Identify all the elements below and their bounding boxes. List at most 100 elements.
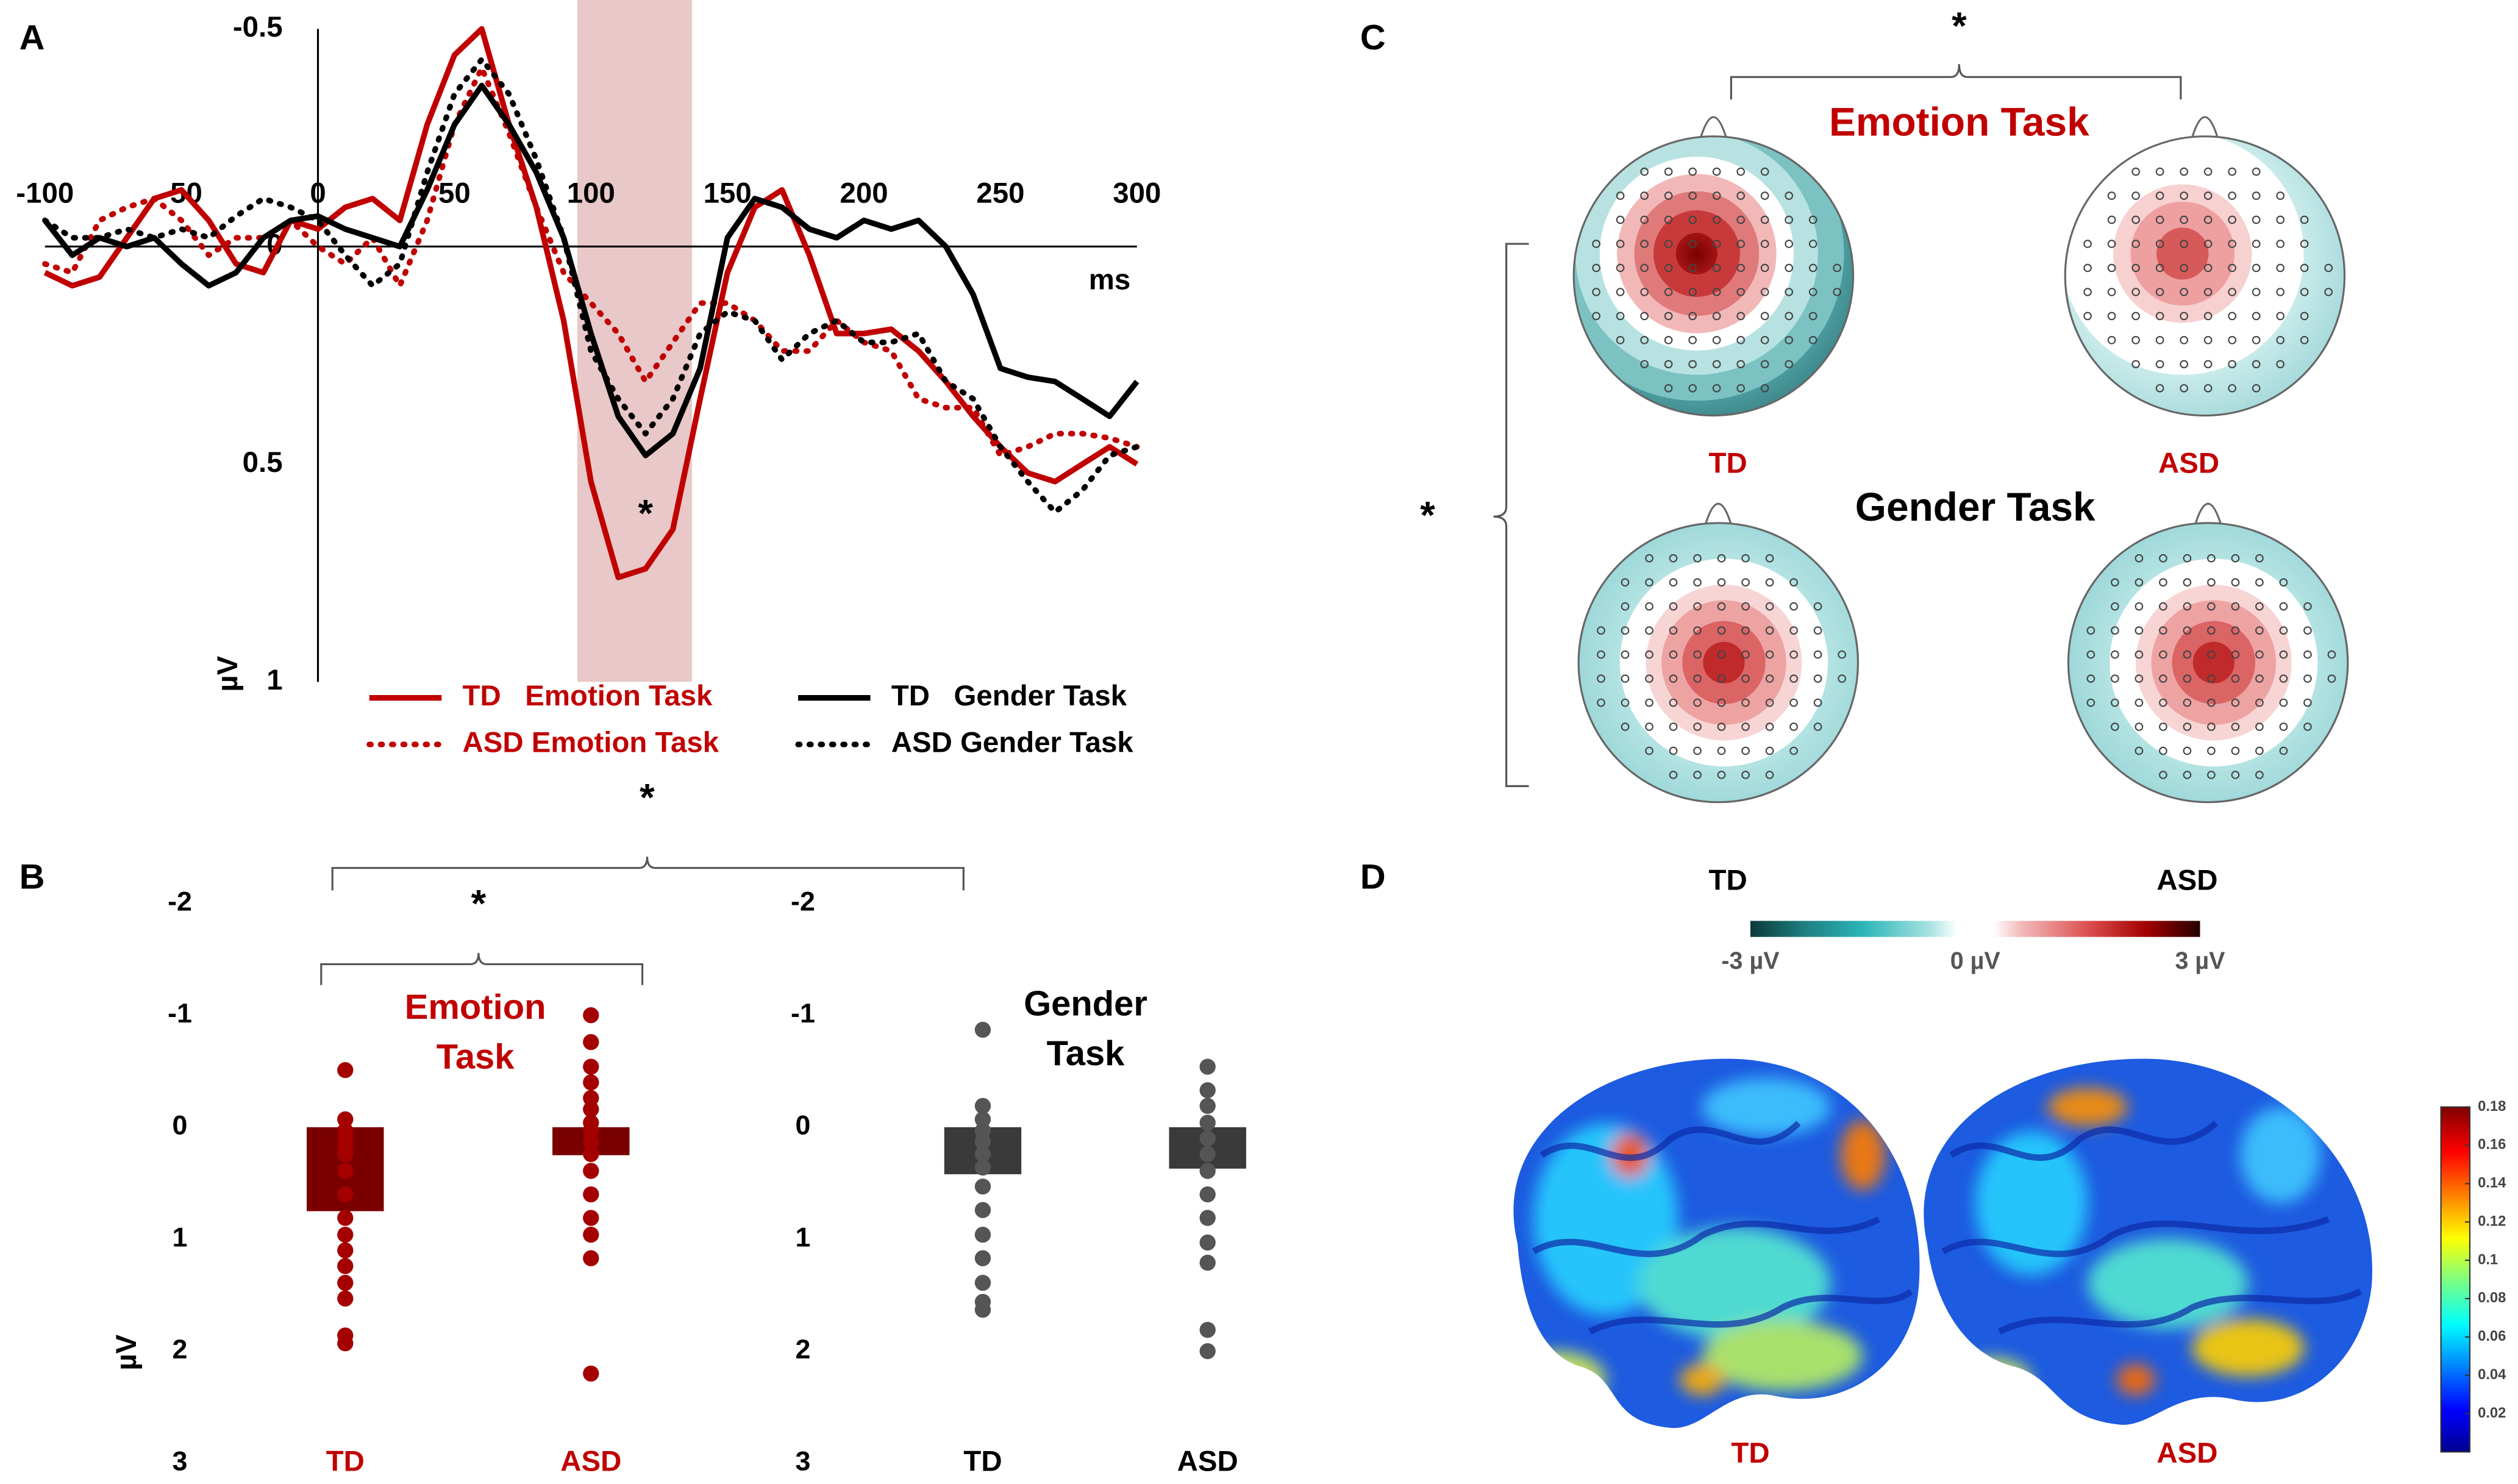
- data-point: [974, 1178, 991, 1195]
- electrode: [2279, 698, 2288, 707]
- electrode: [2279, 578, 2288, 587]
- electrode: [2303, 650, 2312, 659]
- electrode: [1741, 722, 1750, 731]
- data-point: [1199, 1186, 1216, 1203]
- electrode: [2203, 167, 2213, 176]
- panel-label: C: [1360, 18, 1386, 57]
- data-point: [974, 1250, 991, 1266]
- electrode: [1669, 722, 1678, 731]
- electrode: [1645, 674, 1653, 683]
- electrode: [2180, 336, 2188, 344]
- data-point: [1199, 1210, 1216, 1226]
- electrode: [1669, 602, 1678, 611]
- colorbar: [1750, 921, 2200, 937]
- electrode: [2231, 698, 2240, 707]
- electrode: [2135, 722, 2144, 731]
- electrode: [2159, 698, 2167, 707]
- colorbar-tick-label: 0.18: [2478, 1099, 2506, 1115]
- electrode: [1789, 626, 1798, 635]
- data-point: [1199, 1082, 1216, 1099]
- data-point: [974, 1111, 991, 1128]
- electrode: [1616, 336, 1625, 344]
- electrode: [1741, 602, 1750, 611]
- electrode: [2255, 698, 2264, 707]
- electrode: [1736, 383, 1746, 393]
- electrode: [2180, 240, 2188, 248]
- electrode: [1621, 578, 1630, 587]
- electrode: [2107, 240, 2116, 248]
- electrode: [1645, 554, 1653, 563]
- electrode: [1688, 312, 1697, 321]
- electrode: [2231, 746, 2240, 755]
- electrode: [2159, 674, 2167, 683]
- electrode: [1736, 312, 1746, 321]
- electrode: [1741, 578, 1750, 587]
- electrode: [1736, 240, 1746, 248]
- electrode: [1741, 771, 1750, 779]
- electrode: [1693, 674, 1702, 683]
- electrode: [1645, 602, 1653, 611]
- electrode: [1808, 288, 1817, 296]
- electrode: [1760, 383, 1769, 393]
- colorbar-label: -3 µV: [1721, 947, 1780, 974]
- electrode: [1760, 167, 1769, 176]
- electrode: [2255, 674, 2264, 683]
- x-tick-label: ASD: [560, 1445, 621, 1477]
- electrode: [1664, 383, 1673, 393]
- electrode: [2276, 288, 2285, 296]
- electrode: [1640, 336, 1649, 344]
- electrode: [2203, 240, 2213, 248]
- electrode: [1765, 554, 1774, 563]
- electrode: [1785, 215, 1794, 224]
- y-tick-label: -0.5: [233, 11, 283, 43]
- data-point: [1199, 1115, 1216, 1131]
- electrode: [2135, 650, 2144, 659]
- data-point: [974, 1274, 991, 1291]
- electrode: [2180, 383, 2188, 393]
- electrode: [1664, 288, 1673, 296]
- electrode: [1736, 191, 1746, 200]
- electrode: [2155, 360, 2164, 369]
- electrode: [2155, 215, 2164, 224]
- electrode: [2255, 602, 2264, 611]
- data-point: [583, 1365, 599, 1382]
- electrode: [1736, 336, 1746, 344]
- electrode: [1785, 263, 1794, 273]
- electrode: [1712, 383, 1721, 393]
- y-tick-label: -2: [791, 886, 815, 916]
- electrode: [1688, 360, 1697, 369]
- electrode: [2207, 650, 2216, 659]
- electrode: [2279, 746, 2288, 755]
- colorbar-tick-label: 0.02: [2478, 1405, 2506, 1421]
- task-title: Emotion Task: [1829, 99, 2089, 144]
- electrode: [2252, 240, 2261, 248]
- electrode: [2279, 674, 2288, 683]
- electrode: [2207, 602, 2216, 611]
- electrode: [1789, 650, 1798, 659]
- brain-label: ASD: [2156, 1437, 2217, 1469]
- electrode: [1760, 215, 1769, 224]
- electrode: [1688, 383, 1697, 393]
- electrode: [2135, 602, 2144, 611]
- x-tick-label: TD: [963, 1445, 1002, 1477]
- electrode: [1785, 191, 1794, 200]
- electrode: [1640, 167, 1649, 176]
- electrode: [1785, 312, 1794, 321]
- data-point: [583, 1133, 599, 1150]
- electrode: [2111, 722, 2119, 731]
- colorbar-label: 0 µV: [1950, 947, 2001, 974]
- electrode: [2207, 722, 2216, 731]
- electrode: [2207, 771, 2216, 779]
- electrode: [1664, 167, 1673, 176]
- electrode: [1741, 626, 1750, 635]
- electrode: [1640, 312, 1649, 321]
- topomap: [1577, 522, 1860, 804]
- electrode: [2203, 312, 2213, 321]
- electrode: [2111, 650, 2119, 659]
- line-series: [42, 56, 1140, 515]
- electrode: [1616, 240, 1625, 248]
- head-nose: [2191, 116, 2219, 138]
- electrode: [1712, 336, 1721, 344]
- electrode: [2255, 722, 2264, 731]
- brain: [1513, 1058, 1920, 1429]
